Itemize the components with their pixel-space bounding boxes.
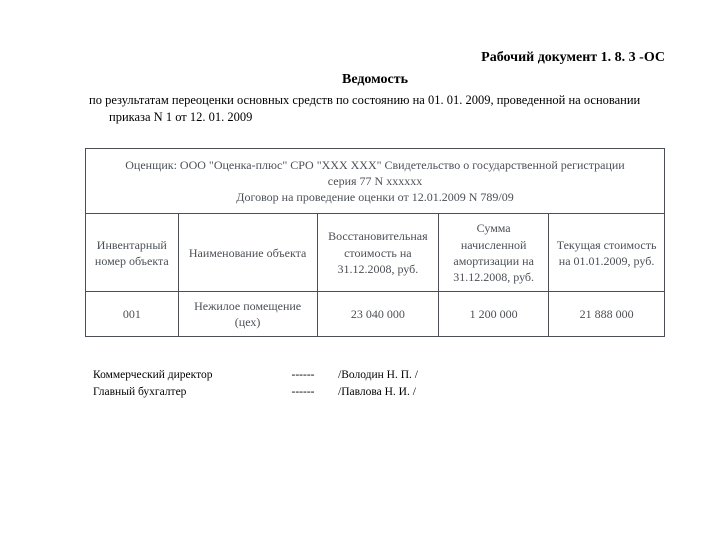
intro-line-1: по результатам переоценки основных средс… bbox=[89, 93, 640, 107]
appraiser-line-1: Оценщик: ООО "Оценка-плюс" СРО "ХХХ ХХХ"… bbox=[92, 157, 658, 173]
appraiser-line-2: серия 77 N хххххх bbox=[92, 173, 658, 189]
table-row: 001 Нежилое помещение (цех) 23 040 000 1… bbox=[86, 292, 665, 337]
cell-restoration-cost: 23 040 000 bbox=[317, 292, 439, 337]
table-header-info-cell: Оценщик: ООО "Оценка-плюс" СРО "ХХХ ХХХ"… bbox=[86, 148, 665, 214]
table-column-headers: Инвентарный номер объекта Наименование о… bbox=[86, 214, 665, 292]
intro-line-2: приказа N 1 от 12. 01. 2009 bbox=[89, 109, 665, 126]
signature-role: Главный бухгалтер bbox=[93, 384, 268, 400]
signature-name: /Павлова Н. И. / bbox=[338, 384, 416, 400]
cell-object-name: Нежилое помещение (цех) bbox=[178, 292, 317, 337]
col-current-cost: Текущая стоимость на 01.01.2009, руб. bbox=[549, 214, 665, 292]
col-restoration-cost: Восстановительная стоимость на 31.12.200… bbox=[317, 214, 439, 292]
document-number: Рабочий документ 1. 8. 3 -ОС bbox=[85, 50, 665, 66]
signature-line: ------ bbox=[268, 367, 338, 383]
signature-line: ------ bbox=[268, 384, 338, 400]
table-header-info: Оценщик: ООО "Оценка-плюс" СРО "ХХХ ХХХ"… bbox=[86, 148, 665, 214]
document-intro: по результатам переоценки основных средс… bbox=[85, 92, 665, 126]
cell-inventory-number: 001 bbox=[86, 292, 179, 337]
cell-accrued-amortization: 1 200 000 bbox=[439, 292, 549, 337]
cell-current-cost: 21 888 000 bbox=[549, 292, 665, 337]
col-object-name: Наименование объекта bbox=[178, 214, 317, 292]
valuation-table: Оценщик: ООО "Оценка-плюс" СРО "ХХХ ХХХ"… bbox=[85, 148, 665, 338]
signature-name: /Володин Н. П. / bbox=[338, 367, 418, 383]
col-inventory-number: Инвентарный номер объекта bbox=[86, 214, 179, 292]
signature-row: Коммерческий директор ------ /Володин Н.… bbox=[93, 367, 665, 383]
signature-row: Главный бухгалтер ------ /Павлова Н. И. … bbox=[93, 384, 665, 400]
signature-role: Коммерческий директор bbox=[93, 367, 268, 383]
appraiser-line-3: Договор на проведение оценки от 12.01.20… bbox=[92, 189, 658, 205]
document-page: Рабочий документ 1. 8. 3 -ОС Ведомость п… bbox=[0, 0, 720, 440]
signatures-block: Коммерческий директор ------ /Володин Н.… bbox=[85, 367, 665, 399]
document-title: Ведомость bbox=[85, 72, 665, 88]
col-accrued-amortization: Сумма начисленной амортизации на 31.12.2… bbox=[439, 214, 549, 292]
